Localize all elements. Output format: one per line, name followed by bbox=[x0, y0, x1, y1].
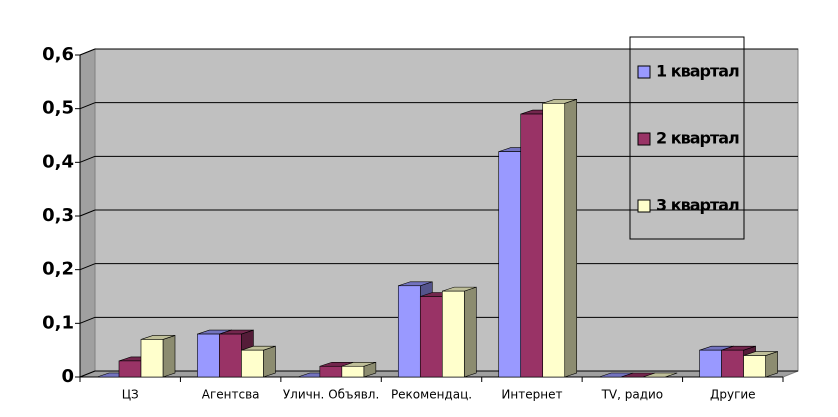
bar bbox=[743, 355, 766, 378]
y-tick-label: 0,6 bbox=[42, 44, 74, 65]
legend-swatch bbox=[637, 132, 651, 146]
legend-swatch bbox=[637, 199, 651, 213]
legend-swatch bbox=[637, 65, 651, 79]
y-tick-label: 0,5 bbox=[42, 98, 74, 119]
bar-side bbox=[564, 98, 578, 378]
y-tick-label: 0,1 bbox=[42, 312, 74, 333]
bar bbox=[441, 290, 465, 378]
y-tick-label: 0,4 bbox=[42, 151, 74, 172]
y-tick-label: 0 bbox=[61, 366, 74, 387]
bar-top bbox=[643, 372, 678, 378]
legend-label: 1 квартал bbox=[656, 62, 739, 81]
x-tick-label: Интернет bbox=[501, 388, 562, 402]
grid-line-side bbox=[79, 370, 96, 378]
legend-label: 2 квартал bbox=[656, 129, 739, 148]
bar bbox=[397, 285, 421, 378]
grid-line-side bbox=[79, 316, 96, 324]
bar bbox=[498, 151, 522, 378]
bar-side bbox=[765, 351, 778, 378]
legend-box bbox=[629, 36, 745, 240]
bar bbox=[520, 113, 544, 378]
x-tick-label: Уличн. Объявл. bbox=[283, 388, 379, 402]
bar bbox=[699, 349, 722, 378]
grid-line-side bbox=[79, 102, 96, 110]
bar bbox=[241, 349, 264, 378]
bar bbox=[542, 103, 566, 378]
x-tick-label: Рекомендац. bbox=[391, 388, 472, 402]
legend-label: 3 квартал bbox=[656, 196, 739, 215]
bar bbox=[140, 339, 164, 378]
bar-side bbox=[263, 345, 276, 378]
grid-line-side bbox=[79, 263, 96, 271]
grid-line-side bbox=[79, 48, 96, 56]
bar bbox=[118, 360, 142, 378]
bar bbox=[197, 333, 220, 378]
x-tick-label: TV, радио bbox=[601, 388, 664, 402]
bar bbox=[721, 349, 744, 378]
bar-side bbox=[162, 335, 176, 378]
x-tick-label: Другие bbox=[710, 388, 756, 402]
bar bbox=[219, 333, 242, 378]
y-tick-label: 0,2 bbox=[42, 259, 74, 280]
y-tick-label: 0,3 bbox=[42, 205, 74, 226]
bar bbox=[419, 296, 443, 378]
grid-line-side bbox=[79, 155, 96, 163]
bar bbox=[341, 365, 365, 378]
x-tick-label: Агентсва bbox=[202, 388, 260, 402]
bar bbox=[319, 365, 343, 378]
bar-side bbox=[463, 286, 477, 378]
x-tick-label: ЦЗ bbox=[122, 388, 139, 402]
grid-line-side bbox=[79, 209, 96, 217]
